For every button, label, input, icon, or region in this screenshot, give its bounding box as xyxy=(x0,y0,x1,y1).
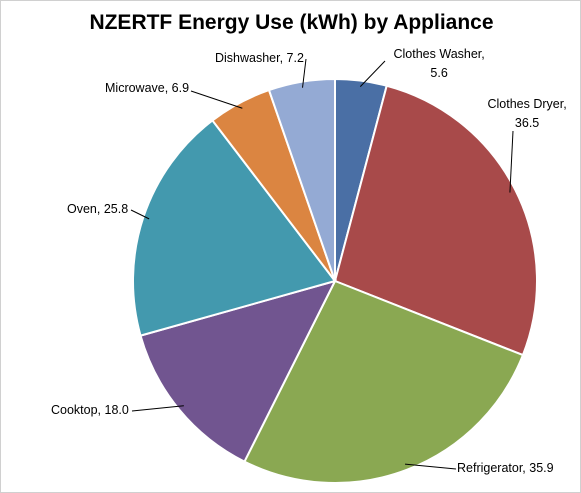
leader-line xyxy=(359,60,386,87)
leader-line xyxy=(302,58,307,88)
data-label: Dishwasher, 7.2 xyxy=(215,51,304,65)
leader-line xyxy=(404,463,457,470)
data-label: Oven, 25.8 xyxy=(67,202,129,216)
pie-slice xyxy=(333,84,538,357)
data-label: Clothes Washer, 5.6 xyxy=(393,47,485,80)
data-label: Clothes Dryer, 36.5 xyxy=(487,97,567,130)
pie-slice xyxy=(267,77,336,282)
leader-line xyxy=(509,130,514,193)
chart-title: NZERTF Energy Use (kWh) by Appliance xyxy=(89,11,494,34)
pie-slice xyxy=(139,279,337,463)
data-label: Microwave, 6.9 xyxy=(105,81,190,95)
leader-line xyxy=(190,90,243,109)
data-label: Refrigerator, 35.9 xyxy=(457,461,554,475)
pie-slice xyxy=(243,279,525,484)
leader-line xyxy=(130,209,150,220)
pie-slice xyxy=(132,119,337,337)
leader-line xyxy=(131,405,184,412)
data-label: Cooktop, 18.0 xyxy=(51,403,129,417)
